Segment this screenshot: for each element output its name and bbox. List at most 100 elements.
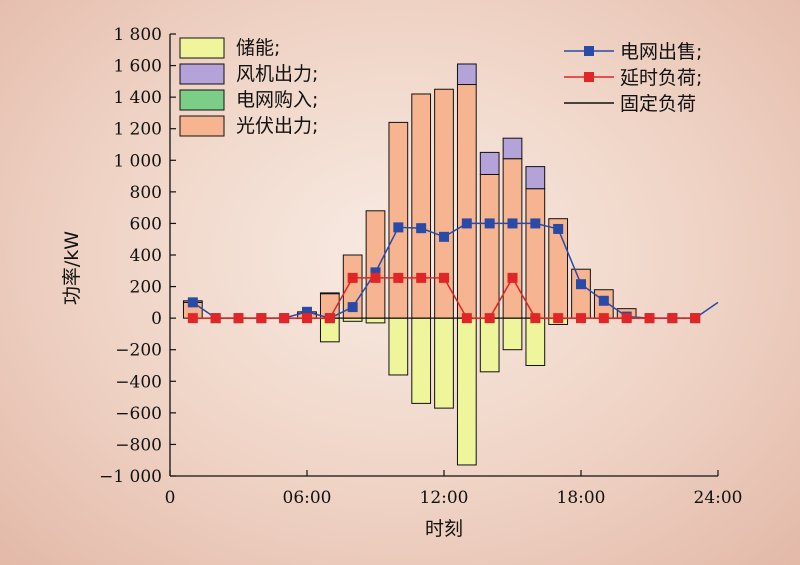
y-tick-label: −400 xyxy=(115,372,162,392)
delay-load-point xyxy=(233,313,244,324)
storage-bar xyxy=(365,317,386,324)
pv-bar xyxy=(479,173,500,319)
pv-bar xyxy=(456,84,477,319)
legend-label-wind: 风机出力; xyxy=(236,63,318,85)
grid-sell-point xyxy=(484,218,495,229)
grid-sell-point xyxy=(507,218,518,229)
storage-bar xyxy=(479,317,500,373)
legend-label-delay-load: 延时负荷; xyxy=(620,67,702,89)
legend-label-fixed-load: 固定负荷 xyxy=(620,93,696,115)
axes: −1 000 −800 −600 −400 −200 0 200 400 600 800 1 000… xyxy=(99,25,742,508)
lines xyxy=(187,218,719,324)
y-tick-label: 1 000 xyxy=(113,151,162,171)
x-tick-label: 06:00 xyxy=(283,488,332,508)
y-tick-label: 600 xyxy=(130,214,162,234)
delay-load-point xyxy=(690,313,701,324)
delay-load-point xyxy=(667,313,678,324)
y-tick-label: 200 xyxy=(130,278,162,298)
delay-load-point xyxy=(187,313,198,324)
storage-bar xyxy=(502,317,523,351)
x-tick-label: 0 xyxy=(165,488,176,508)
grid-sell-point xyxy=(187,297,198,308)
delay-load-point xyxy=(416,272,427,283)
legend-swatch-wind xyxy=(179,63,225,85)
wind-bar xyxy=(319,292,340,295)
legend-left: 储能; 风机出力; 电网购入; 光伏出力; xyxy=(179,37,318,137)
wind-bar xyxy=(456,63,477,86)
pv-bar xyxy=(525,188,546,319)
storage-bar xyxy=(411,317,432,404)
pv-bar xyxy=(411,93,432,319)
legend-marker-grid-sell xyxy=(584,46,594,56)
legend-marker-delay-load xyxy=(584,72,594,82)
storage-bar xyxy=(525,317,546,366)
legend-label-grid-buy: 电网购入; xyxy=(236,89,318,111)
grid-sell-point xyxy=(576,279,586,290)
delay-load-point xyxy=(302,313,312,324)
grid-sell-point xyxy=(302,306,312,317)
legend-swatch-storage xyxy=(179,37,225,59)
delay-load-point xyxy=(210,313,221,324)
wind-bar xyxy=(479,151,500,175)
legend-swatch-grid-buy xyxy=(179,89,225,111)
delay-load-point xyxy=(347,272,358,283)
x-tick-label: 12:00 xyxy=(420,488,469,508)
delay-load-point xyxy=(530,313,541,324)
storage-bar xyxy=(434,317,454,409)
delay-load-point xyxy=(553,313,564,324)
delay-load-point xyxy=(461,313,472,324)
pv-bar xyxy=(434,88,454,319)
grid-sell-point xyxy=(416,223,427,234)
wind-bar xyxy=(502,137,523,160)
delay-load-point xyxy=(621,313,632,324)
y-tick-label: −600 xyxy=(115,404,162,424)
storage-bar xyxy=(388,317,409,376)
y-tick-label: 400 xyxy=(130,246,162,266)
grid-sell-line xyxy=(192,222,719,319)
y-tick-label: 1 800 xyxy=(113,25,162,45)
legend-swatch-pv xyxy=(179,115,225,137)
legend-label-storage: 储能; xyxy=(236,37,280,59)
delay-load-point xyxy=(256,313,267,324)
pv-bar xyxy=(502,158,523,319)
grid-sell-point xyxy=(553,223,564,234)
x-tick-label: 24:00 xyxy=(694,488,743,508)
grid-sell-point xyxy=(530,218,541,229)
delay-load-point xyxy=(576,313,586,324)
bars xyxy=(182,63,637,466)
pv-bar xyxy=(571,268,591,319)
delay-load-point xyxy=(370,272,381,283)
y-axis-label: 功率/kW xyxy=(61,231,83,305)
delay-load-point xyxy=(598,313,609,324)
delay-load-point xyxy=(279,313,290,324)
legend-label-grid-sell: 电网出售; xyxy=(620,41,702,63)
wind-bar xyxy=(525,166,546,190)
grid-sell-point xyxy=(598,295,609,306)
legend-label-pv: 光伏出力; xyxy=(236,115,318,137)
grid-sell-point xyxy=(347,302,358,313)
y-tick-label: 1 400 xyxy=(113,88,162,108)
delay-load-point xyxy=(324,313,335,324)
x-tick-label: 18:00 xyxy=(557,488,606,508)
grid-sell-point xyxy=(393,222,404,233)
grid-sell-point xyxy=(439,231,449,242)
pv-bar xyxy=(365,210,386,319)
delay-load-point xyxy=(393,272,404,283)
delay-load-point xyxy=(507,272,518,283)
grid-sell-point xyxy=(370,267,381,278)
storage-bar xyxy=(456,317,477,466)
delay-load-point xyxy=(439,272,449,283)
y-tick-label: −800 xyxy=(115,435,162,455)
delay-load-point xyxy=(644,313,655,324)
y-tick-label: −1 000 xyxy=(99,467,162,487)
legend-right: 电网出售; 延时负荷; 固定负荷 xyxy=(564,41,702,115)
y-tick-label: 800 xyxy=(130,183,162,203)
y-tick-label: −200 xyxy=(115,341,162,361)
pv-bar xyxy=(388,121,409,319)
y-tick-label: 1 200 xyxy=(113,120,162,140)
x-axis-label: 时刻 xyxy=(425,518,463,540)
y-tick-label: 1 600 xyxy=(113,57,162,77)
grid-sell-point xyxy=(461,218,472,229)
y-tick-label: 0 xyxy=(151,309,162,329)
